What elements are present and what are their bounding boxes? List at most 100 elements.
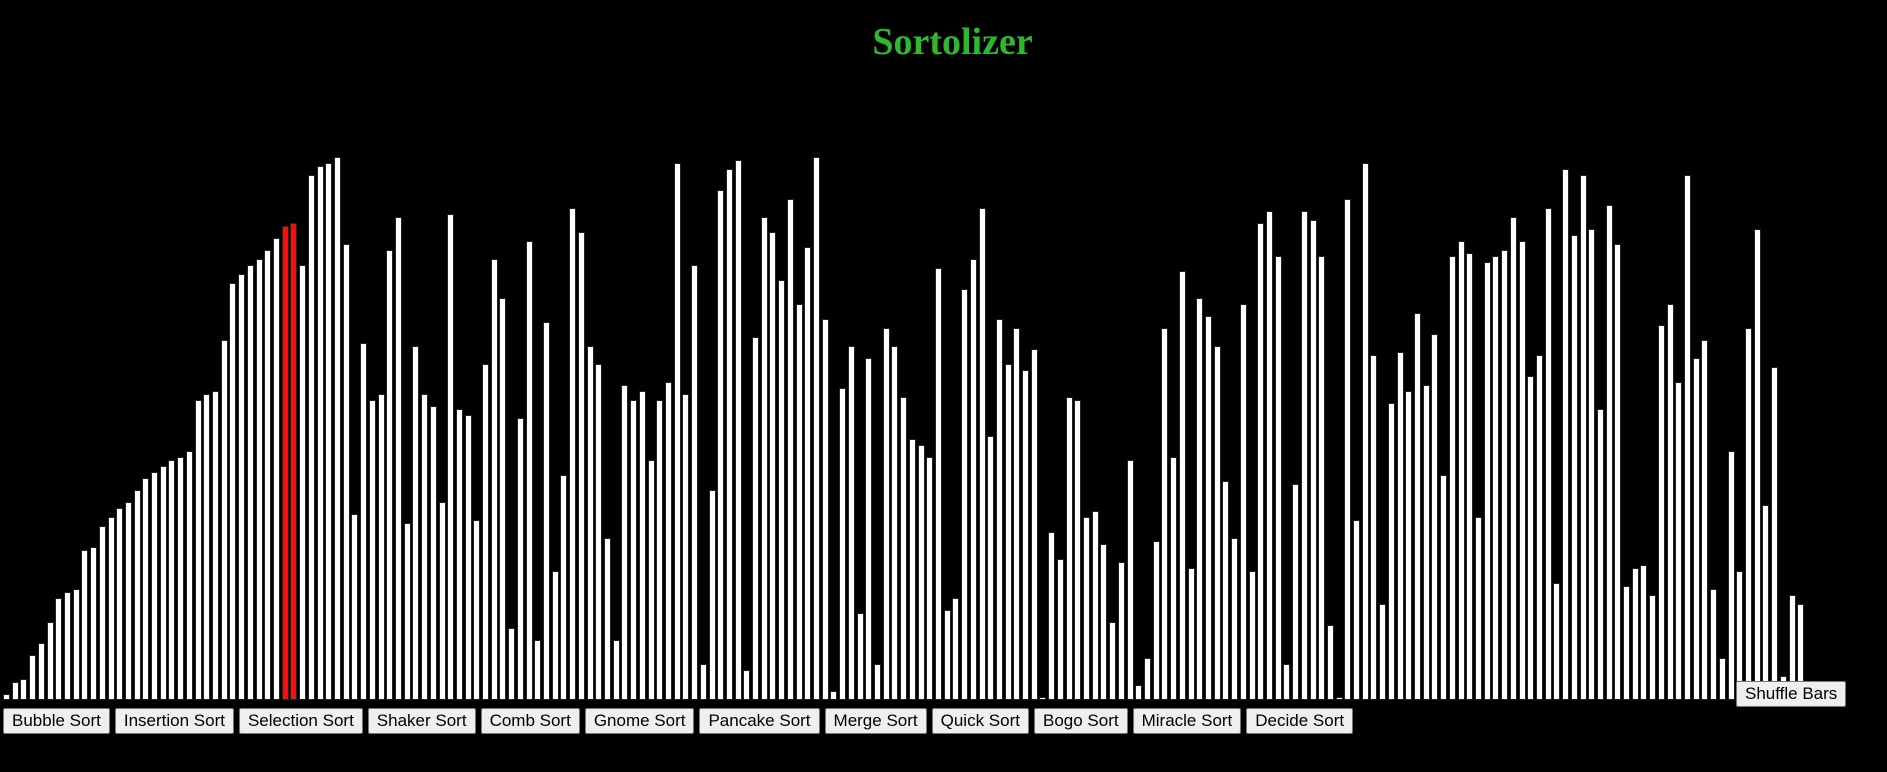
bar-109	[952, 598, 960, 700]
bar-187	[1631, 568, 1639, 700]
bar-8	[72, 589, 80, 700]
bar-81	[708, 490, 716, 700]
bar-14	[124, 502, 132, 700]
bar-13	[116, 508, 124, 700]
bar-174	[1518, 241, 1526, 700]
bar-68	[595, 364, 603, 700]
comb-sort-button[interactable]: Comb Sort	[480, 708, 580, 734]
bar-118	[1030, 349, 1038, 700]
insertion-sort-button[interactable]: Insertion Sort	[114, 708, 234, 734]
bar-163	[1422, 385, 1430, 700]
bubble-sort-button[interactable]: Bubble Sort	[3, 708, 110, 734]
bar-167	[1457, 241, 1465, 700]
miracle-sort-button[interactable]: Miracle Sort	[1132, 708, 1242, 734]
bar-157	[1370, 355, 1378, 700]
gnome-sort-button[interactable]: Gnome Sort	[584, 708, 695, 734]
bar-188	[1640, 565, 1648, 700]
bar-25	[220, 340, 228, 700]
bar-85	[743, 670, 751, 700]
merge-sort-button[interactable]: Merge Sort	[824, 708, 927, 734]
bar-183	[1596, 409, 1604, 700]
bar-50	[438, 502, 446, 700]
bar-76	[664, 382, 672, 700]
bar-165	[1440, 475, 1448, 700]
bar-56	[490, 259, 498, 700]
bar-110	[961, 289, 969, 700]
bar-168	[1466, 253, 1474, 700]
bar-71	[621, 385, 629, 700]
bar-192	[1675, 382, 1683, 700]
bar-112	[978, 208, 986, 700]
bar-60	[525, 241, 533, 700]
bar-58	[508, 628, 516, 700]
bar-90	[786, 199, 794, 700]
bar-145	[1265, 211, 1273, 700]
bogo-sort-button[interactable]: Bogo Sort	[1033, 708, 1128, 734]
bar-72	[630, 400, 638, 700]
bar-185	[1614, 244, 1622, 700]
bar-159	[1387, 403, 1395, 700]
bar-151	[1318, 256, 1326, 700]
bar-115	[1004, 364, 1012, 700]
shuffle-bars-button[interactable]: Shuffle Bars	[1736, 681, 1847, 707]
bar-180	[1570, 235, 1578, 700]
bar-73	[638, 391, 646, 700]
bar-46	[403, 523, 411, 700]
bar-114	[995, 319, 1003, 700]
bar-0	[3, 694, 10, 700]
bar-177	[1544, 208, 1552, 700]
bar-152	[1326, 625, 1334, 700]
bar-24	[212, 391, 220, 700]
bar-43	[377, 394, 385, 700]
bar-32	[281, 226, 289, 700]
bar-101	[882, 328, 890, 700]
bar-16	[142, 478, 150, 700]
bar-26	[229, 283, 237, 700]
bar-111	[969, 259, 977, 700]
bar-39	[342, 244, 350, 700]
bar-74	[647, 460, 655, 700]
bar-201	[1753, 229, 1761, 700]
bar-108	[943, 610, 951, 700]
bar-134	[1170, 457, 1178, 700]
bar-44	[386, 250, 394, 700]
bar-116	[1013, 328, 1021, 700]
bar-195	[1701, 340, 1709, 700]
bar-127	[1109, 622, 1117, 700]
quick-sort-button[interactable]: Quick Sort	[931, 708, 1029, 734]
bar-75	[656, 400, 664, 700]
bar-166	[1448, 256, 1456, 700]
bar-155	[1353, 520, 1361, 700]
bar-147	[1283, 664, 1291, 700]
shaker-sort-button[interactable]: Shaker Sort	[367, 708, 476, 734]
bar-96	[839, 388, 847, 700]
bar-99	[865, 358, 873, 700]
bar-169	[1474, 517, 1482, 700]
pancake-sort-button[interactable]: Pancake Sort	[699, 708, 820, 734]
bar-130	[1135, 685, 1143, 700]
bar-191	[1666, 304, 1674, 700]
bar-97	[847, 346, 855, 700]
bar-161	[1405, 391, 1413, 700]
bar-66	[577, 232, 585, 700]
bar-107	[934, 268, 942, 700]
bar-160	[1396, 352, 1404, 700]
bar-146	[1274, 256, 1282, 700]
bar-106	[926, 457, 934, 700]
bar-28	[246, 265, 254, 700]
bar-65	[569, 208, 577, 700]
bar-139	[1213, 346, 1221, 700]
selection-sort-button[interactable]: Selection Sort	[238, 708, 363, 734]
bar-7	[63, 592, 71, 700]
bar-64	[560, 475, 568, 700]
bar-34	[299, 265, 307, 700]
decide-sort-button[interactable]: Decide Sort	[1246, 708, 1354, 734]
bar-172	[1501, 250, 1509, 700]
bar-38	[333, 157, 341, 700]
bar-171	[1492, 256, 1500, 700]
bar-9	[81, 550, 89, 700]
bar-11	[98, 526, 106, 700]
bar-83	[725, 169, 733, 700]
page-title: Sortolizer	[872, 21, 1033, 63]
